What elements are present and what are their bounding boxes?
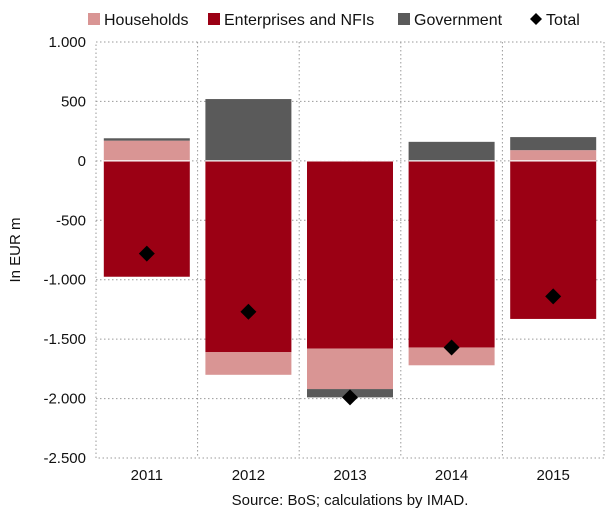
x-tick-label: 2015 bbox=[537, 467, 570, 484]
bar-government-2014 bbox=[408, 141, 495, 161]
y-tick-label: -1.500 bbox=[43, 331, 86, 348]
bar-households-2014 bbox=[408, 347, 495, 366]
x-tick-label: 2014 bbox=[435, 467, 468, 484]
legend-swatch-total bbox=[530, 13, 542, 25]
bar-government-2012 bbox=[205, 99, 292, 161]
y-tick-label: -500 bbox=[56, 212, 86, 229]
x-tick-label: 2013 bbox=[333, 467, 366, 484]
legend-label-total: Total bbox=[546, 12, 580, 29]
legend-item-households: Households bbox=[88, 12, 189, 29]
total-marker-2014 bbox=[443, 339, 460, 356]
legend-swatch-government bbox=[398, 13, 410, 25]
bar-government-2015 bbox=[510, 137, 597, 151]
legend-item-government: Government bbox=[398, 12, 503, 29]
legend-label-government: Government bbox=[414, 12, 503, 29]
y-tick-labels: 1.000 500 0 -500 -1.000 -1.500 -2.000 -2.500 bbox=[43, 34, 86, 467]
bar-enterprises-and-nfis-2014 bbox=[408, 160, 495, 348]
legend-item-total: Total bbox=[530, 12, 580, 29]
total-markers-group bbox=[138, 245, 562, 406]
x-tick-labels: 2011 2012 2013 2014 2015 bbox=[131, 467, 570, 484]
plot-area bbox=[95, 41, 605, 459]
y-tick-label: -2.000 bbox=[43, 391, 86, 408]
legend-item-enterprises-and-nfis: Enterprises and NFIs bbox=[208, 12, 374, 29]
source-note: Source: BoS; calculations by IMAD. bbox=[232, 492, 469, 509]
bar-households-2012 bbox=[205, 352, 292, 375]
bar-households-2011 bbox=[103, 140, 190, 161]
total-marker-2015 bbox=[545, 288, 562, 305]
bar-enterprises-and-nfis-2012 bbox=[205, 160, 292, 353]
legend: Households Enterprises and NFIs Government… bbox=[88, 12, 580, 29]
bars-group bbox=[103, 99, 597, 398]
bar-government-2011 bbox=[103, 138, 190, 141]
x-tick-label: 2012 bbox=[232, 467, 265, 484]
bar-households-2015 bbox=[510, 150, 597, 161]
total-marker-2011 bbox=[138, 245, 155, 262]
plot-frame bbox=[95, 41, 605, 459]
total-marker-2013 bbox=[342, 389, 358, 406]
y-tick-label: -1.000 bbox=[43, 272, 86, 289]
y-tick-label: 1.000 bbox=[48, 34, 86, 51]
y-tick-label: 500 bbox=[61, 93, 86, 110]
total-marker-2012 bbox=[240, 303, 257, 320]
legend-swatch-enterprises-and-nfis bbox=[208, 13, 220, 25]
bar-households-2013 bbox=[307, 348, 393, 390]
y-axis-title: In EUR m bbox=[7, 217, 24, 282]
legend-label-enterprises-and-nfis: Enterprises and NFIs bbox=[224, 12, 374, 29]
bar-enterprises-and-nfis-2013 bbox=[307, 160, 393, 349]
y-tick-label: -2.500 bbox=[43, 450, 86, 467]
legend-label-households: Households bbox=[104, 12, 189, 29]
y-tick-label: 0 bbox=[78, 153, 86, 170]
legend-swatch-households bbox=[88, 13, 100, 25]
x-tick-label: 2011 bbox=[131, 467, 163, 484]
